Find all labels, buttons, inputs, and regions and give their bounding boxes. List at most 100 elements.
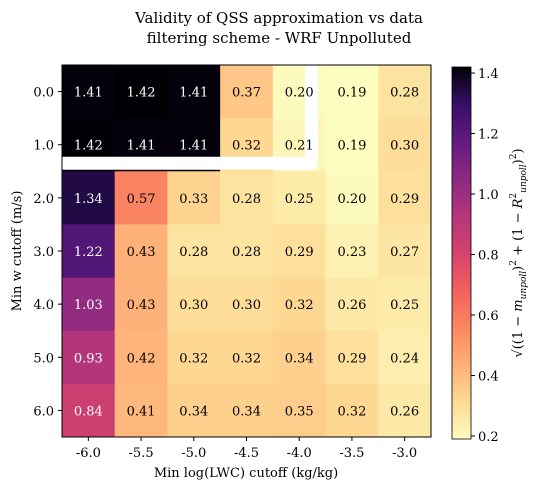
heatmap-cell <box>378 65 432 119</box>
cell-value-label: 0.21 <box>285 139 314 154</box>
cell-value-label: 0.20 <box>285 86 314 101</box>
heatmap-cell <box>325 330 379 385</box>
heatmap-cell <box>378 224 432 279</box>
heatmap-cell <box>167 383 221 438</box>
y-tick-label: 6.0 <box>33 404 54 419</box>
highlight-path <box>62 65 319 170</box>
heatmap-cell <box>378 277 432 332</box>
heatmap-cell <box>272 330 327 385</box>
cell-value-label: 1.03 <box>74 298 103 313</box>
cell-value-label: 1.34 <box>74 192 103 207</box>
heatmap-cell <box>167 65 221 119</box>
cell-value-label: 1.41 <box>179 86 208 101</box>
heatmap-cell <box>325 118 379 172</box>
cell-value-label: 0.32 <box>337 404 366 419</box>
cell-value-label: 0.28 <box>232 245 261 260</box>
cell-value-label: 1.41 <box>127 139 156 154</box>
y-axis-ticks: 0.0 1.0 2.0 3.0 4.0 5.0 6.0 <box>33 86 62 419</box>
cell-value-label: 1.22 <box>74 245 103 260</box>
cell-value-labels: 1.41 1.42 1.41 0.37 0.20 0.19 0.28 1.42 1.41 1.41… <box>74 86 419 420</box>
heatmap-cell <box>220 65 274 119</box>
colorbar-tick-label: 1.4 <box>478 67 499 82</box>
colorbar-ticks: 0.2 0.4 0.6 0.8 1.0 1.2 1.4 <box>471 67 499 445</box>
heatmap-cell <box>220 277 274 332</box>
heatmap-cell <box>272 171 327 225</box>
cell-value-label: 0.29 <box>390 192 419 207</box>
y-tick-label: 0.0 <box>33 86 54 101</box>
heatmap-cell <box>378 118 432 172</box>
colorbar-tick-label: 0.2 <box>478 430 499 445</box>
colorbar <box>451 66 472 440</box>
cell-value-label: 0.41 <box>127 404 156 419</box>
cell-value-label: 0.20 <box>337 192 366 207</box>
heatmap-cell <box>114 277 168 332</box>
cell-value-label: 1.42 <box>127 86 156 101</box>
cell-value-label: 0.26 <box>390 404 419 419</box>
cell-value-label: 0.29 <box>285 245 314 260</box>
highlight-outline <box>62 65 319 170</box>
heatmap-cell <box>272 383 327 438</box>
heatmap-cell <box>378 330 432 385</box>
cell-value-label: 0.32 <box>179 351 208 366</box>
colorbar-tick-label: 0.4 <box>478 369 499 384</box>
heatmap-cell <box>62 65 116 119</box>
cell-value-label: 0.34 <box>179 404 208 419</box>
x-tick-label: -4.5 <box>234 446 259 461</box>
colorbar-label: √((1 − munpoll)2 + (1 − R2unpoll)2) <box>509 148 529 357</box>
y-tick-label: 1.0 <box>33 139 54 154</box>
cell-value-label: 0.42 <box>127 351 156 366</box>
cell-value-label: 0.43 <box>127 298 156 313</box>
colorbar-tick-label: 0.8 <box>478 249 499 264</box>
heatmap-cell <box>325 224 379 279</box>
cell-value-label: 0.23 <box>337 245 366 260</box>
cell-value-label: 0.28 <box>232 192 261 207</box>
y-tick-label: 4.0 <box>33 298 54 313</box>
y-tick-label: 5.0 <box>33 351 54 366</box>
heatmap-cell <box>220 383 274 438</box>
x-axis-label: Min log(LWC) cutoff (kg/kg) <box>154 466 338 481</box>
cell-value-label: 0.26 <box>337 298 366 313</box>
heatmap-cell <box>378 171 432 225</box>
x-axis-ticks: -6.0 -5.5 -5.0 -4.5 -4.0 -3.5 -3.0 <box>76 437 417 461</box>
cell-value-label: 0.93 <box>74 351 103 366</box>
cell-value-label: 0.30 <box>390 139 419 154</box>
cell-value-label: 0.28 <box>390 86 419 101</box>
cell-value-label: 0.32 <box>285 298 314 313</box>
cell-value-label: 0.27 <box>390 245 419 260</box>
cell-value-label: 0.37 <box>232 86 261 101</box>
heatmap-cell <box>114 224 168 279</box>
heatmap-cell <box>167 277 221 332</box>
colorbar-tick-label: 1.2 <box>478 128 499 143</box>
heatmap-cell <box>220 171 274 225</box>
heatmap-cell <box>62 171 116 225</box>
heatmap-cell <box>220 330 274 385</box>
heatmap-cell <box>220 224 274 279</box>
x-tick-label: -6.0 <box>76 446 101 461</box>
x-tick-label: -5.5 <box>129 446 154 461</box>
cell-value-label: 0.43 <box>127 245 156 260</box>
cell-value-label: 0.84 <box>74 404 103 419</box>
heatmap-cell <box>114 383 168 438</box>
heatmap-cell <box>325 277 379 332</box>
heatmap-cell <box>114 65 168 119</box>
colorbar-tick-label: 0.6 <box>478 309 499 324</box>
cell-value-label: 1.42 <box>74 139 103 154</box>
cell-value-label: 0.35 <box>285 404 314 419</box>
heatmap-cell <box>325 383 379 438</box>
heatmap-cell <box>272 277 327 332</box>
cell-value-label: 0.25 <box>390 298 419 313</box>
chart-title-line1: Validity of QSS approximation vs data <box>134 9 423 27</box>
cell-value-label: 0.29 <box>337 351 366 366</box>
chart-title-line2: filtering scheme - WRF Unpolluted <box>147 29 412 47</box>
cell-value-label: 0.57 <box>127 192 156 207</box>
heatmap-cell <box>167 171 221 225</box>
x-tick-label: -3.5 <box>339 446 364 461</box>
heatmap-cell <box>62 224 116 279</box>
cell-value-label: 1.41 <box>179 139 208 154</box>
cell-value-label: 0.33 <box>179 192 208 207</box>
cell-value-label: 0.32 <box>232 351 261 366</box>
cell-value-label: 1.41 <box>74 86 103 101</box>
cell-value-label: 0.24 <box>390 351 419 366</box>
heatmap-cell <box>325 171 379 225</box>
